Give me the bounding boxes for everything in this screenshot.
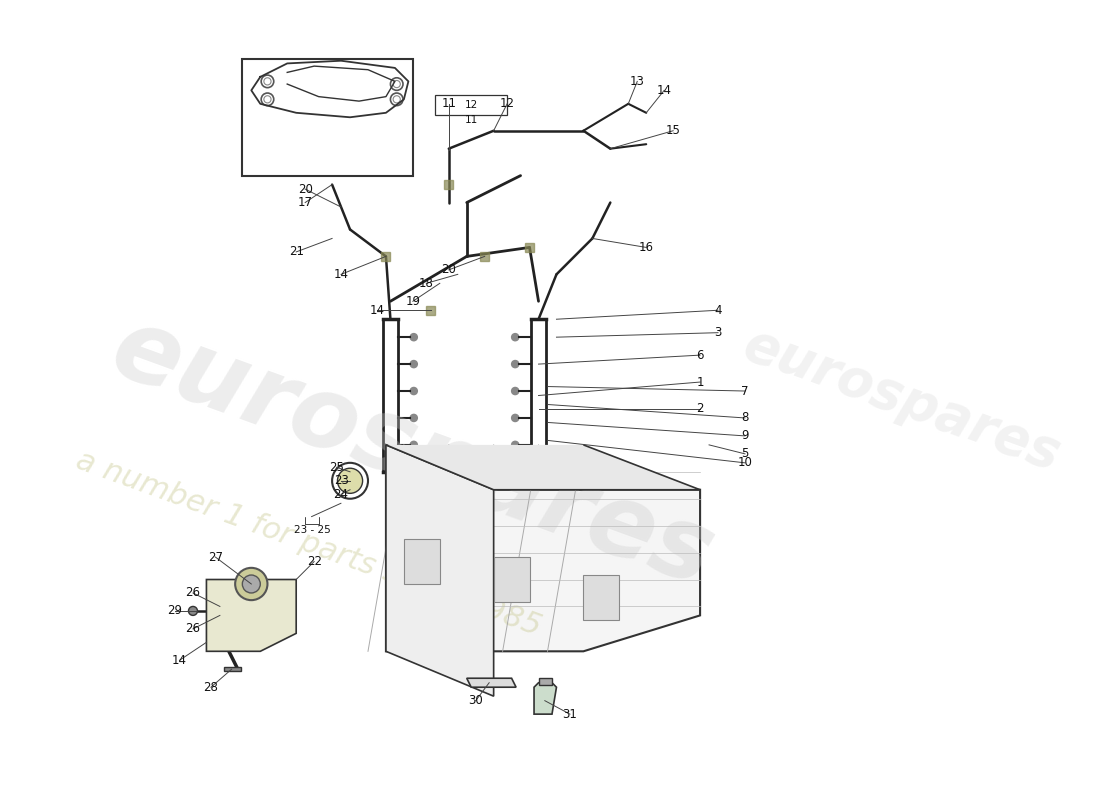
Polygon shape [386,445,700,651]
Text: 2: 2 [696,402,704,415]
Text: 12: 12 [499,98,515,110]
Circle shape [410,414,417,422]
Text: 15: 15 [666,124,681,138]
Text: eurospares: eurospares [99,300,726,608]
Text: 10: 10 [737,456,752,470]
Circle shape [512,414,519,422]
Text: 11: 11 [441,98,456,110]
Text: 29: 29 [167,605,183,618]
Text: 3: 3 [714,326,722,339]
Bar [481,252,490,261]
Polygon shape [466,678,516,687]
Bar [427,306,436,314]
Text: 14: 14 [172,654,187,666]
FancyBboxPatch shape [242,59,412,176]
Text: 9: 9 [741,430,749,442]
Circle shape [410,387,417,394]
Circle shape [410,334,417,341]
Text: 12: 12 [464,100,477,110]
Text: 22: 22 [307,555,321,568]
Text: 18: 18 [419,277,433,290]
Text: 21: 21 [288,246,304,258]
Circle shape [235,568,267,600]
Circle shape [338,468,363,494]
Bar [382,252,390,261]
Text: a number 1 for parts since 1985: a number 1 for parts since 1985 [72,446,544,642]
Text: 1: 1 [696,375,704,389]
Bar [444,180,453,189]
Text: 14: 14 [370,304,385,317]
Text: 19: 19 [406,294,420,308]
Text: 23 - 25: 23 - 25 [294,525,331,535]
Text: 31: 31 [562,708,578,721]
Bar [494,557,529,602]
Text: 14: 14 [657,84,672,97]
Text: 20: 20 [298,182,312,195]
Text: 26: 26 [186,622,200,635]
Circle shape [242,575,261,593]
Text: 16: 16 [639,241,653,254]
Text: 26: 26 [186,586,200,599]
Text: 17: 17 [298,196,312,209]
Bar [404,539,440,584]
Text: 7: 7 [741,385,749,398]
Text: 30: 30 [469,694,483,707]
Bar [224,666,241,671]
Text: 20: 20 [441,263,456,276]
Bar [436,95,507,114]
Text: 6: 6 [696,349,704,362]
Text: 8: 8 [741,411,749,425]
Text: 27: 27 [208,550,223,563]
Circle shape [188,606,198,615]
Bar [583,575,619,620]
Polygon shape [207,579,296,651]
Circle shape [512,361,519,368]
Text: 4: 4 [714,304,722,317]
Text: 14: 14 [333,268,349,281]
Text: 24: 24 [333,488,349,501]
Bar [525,243,533,252]
Text: 13: 13 [630,75,645,88]
Polygon shape [386,445,494,696]
Text: 23: 23 [333,474,349,487]
Circle shape [410,361,417,368]
Bar [539,678,552,686]
Circle shape [512,387,519,394]
Text: 5: 5 [741,447,749,460]
Text: 11: 11 [464,114,477,125]
Circle shape [410,442,417,449]
Circle shape [512,334,519,341]
Circle shape [512,442,519,449]
Text: 25: 25 [329,461,344,474]
Polygon shape [386,445,700,490]
Polygon shape [534,682,557,714]
Text: eurospares: eurospares [736,318,1067,482]
Text: 28: 28 [204,681,219,694]
